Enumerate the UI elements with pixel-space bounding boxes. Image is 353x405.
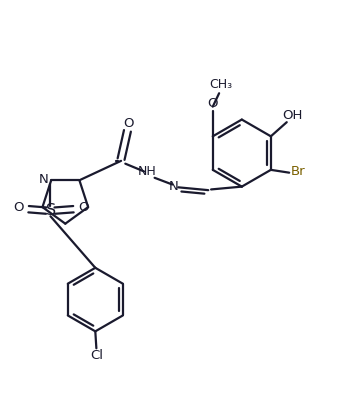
Text: N: N [169,180,179,193]
Text: N: N [38,173,48,186]
Text: O: O [78,201,89,214]
Text: S: S [46,203,56,218]
Text: CH₃: CH₃ [209,78,232,91]
Text: O: O [123,117,134,130]
Text: O: O [208,97,218,110]
Text: Cl: Cl [90,349,103,362]
Text: OH: OH [282,109,302,122]
Text: O: O [13,201,24,214]
Text: NH: NH [138,165,157,178]
Text: Br: Br [291,166,306,179]
